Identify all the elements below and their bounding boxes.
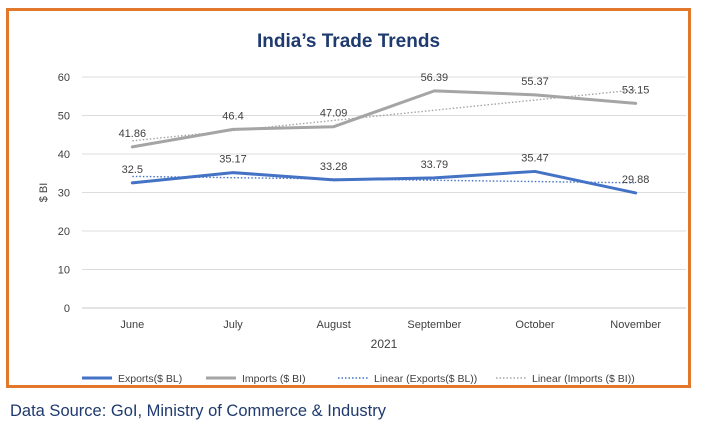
y-axis-label: $ BI [38, 183, 50, 203]
data-label: 55.37 [521, 76, 549, 88]
y-axis-ticks: 0 10 20 30 40 50 60 [58, 72, 70, 315]
x-tick-label: June [120, 319, 144, 331]
x-tick-label: August [317, 319, 351, 331]
chart-frame: India’s Trade Trends [6, 8, 691, 388]
legend-entry: Linear (Exports($ BL)) [374, 373, 477, 385]
data-label: 35.47 [521, 152, 549, 164]
gridlines [82, 76, 686, 309]
data-label: 41.86 [119, 128, 147, 140]
series-line-1 [130, 89, 638, 149]
data-label: 47.09 [320, 108, 348, 120]
data-label: 46.4 [222, 110, 243, 122]
x-tick-label: September [407, 319, 461, 331]
y-tick-label: 10 [58, 265, 70, 277]
trade-line-chart: 0 10 20 30 40 50 60 June July August September Oct… [38, 72, 686, 385]
series-lines [130, 89, 638, 195]
x-axis-label: 2021 [371, 337, 398, 351]
x-axis-ticks: June July August September October November [120, 319, 661, 331]
legend-entry: Linear (Imports ($ BI)) [532, 373, 635, 385]
data-label: 32.5 [122, 164, 143, 176]
data-labels: 32.5 35.17 33.28 33.79 35.47 29.88 41.86 46.4 47… [119, 72, 650, 186]
data-label: 53.15 [622, 84, 650, 96]
data-label: 33.79 [421, 159, 449, 171]
chart-title: India’s Trade Trends [256, 31, 441, 52]
legend: Exports($ BL) Imports ($ BI) Linear (Expor… [82, 373, 635, 385]
x-tick-label: October [515, 319, 554, 331]
data-label: 33.28 [320, 161, 348, 173]
trendlines [132, 89, 636, 184]
series-line-0 [130, 169, 638, 195]
data-label: 29.88 [622, 174, 650, 186]
y-tick-label: 20 [58, 226, 70, 238]
x-tick-label: July [223, 319, 243, 331]
x-tick-label: November [610, 319, 661, 331]
y-tick-label: 60 [58, 72, 70, 84]
y-tick-label: 0 [64, 303, 70, 315]
legend-entry: Imports ($ BI) [242, 373, 306, 385]
y-tick-label: 30 [58, 188, 70, 200]
data-label: 35.17 [219, 154, 247, 166]
y-tick-label: 50 [58, 111, 70, 123]
legend-entry: Exports($ BL) [118, 373, 182, 385]
y-tick-label: 40 [58, 149, 70, 161]
data-source: Data Source: GoI, Ministry of Commerce &… [10, 402, 386, 420]
data-label: 56.39 [421, 72, 449, 84]
